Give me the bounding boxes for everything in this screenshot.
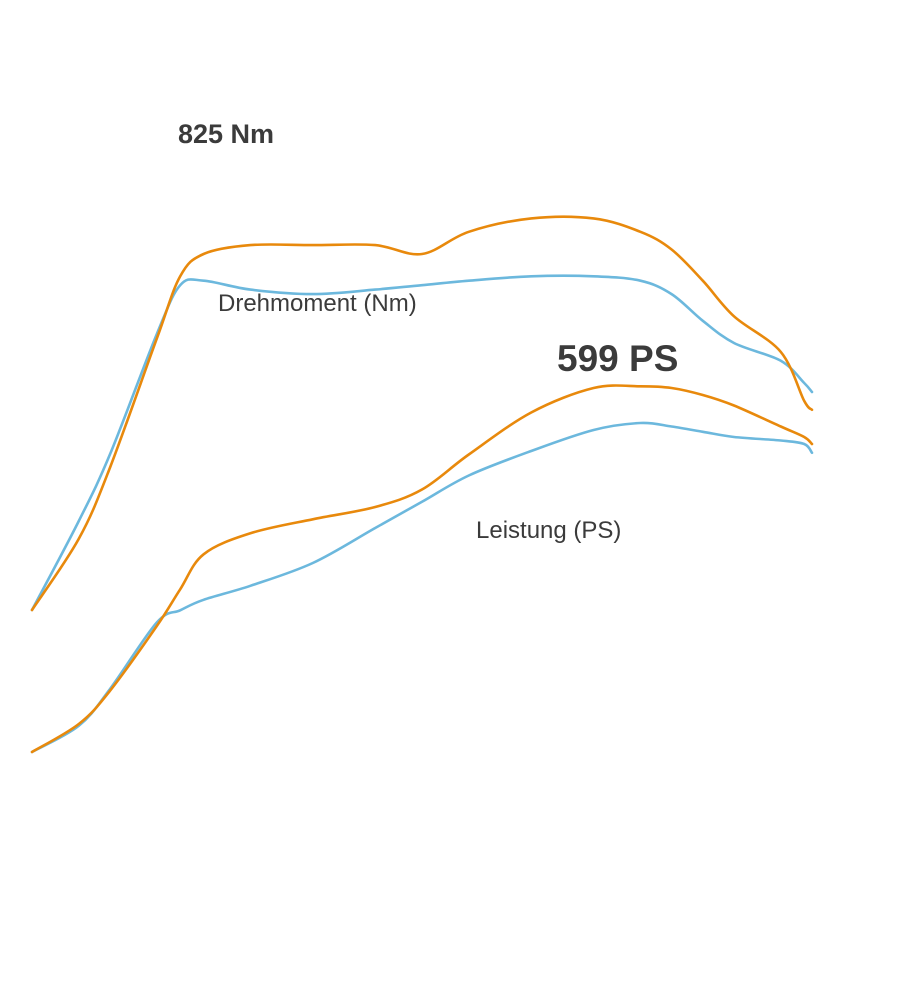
power-peak-label: 599 PS <box>557 338 678 379</box>
torque-stock-curve <box>30 274 814 612</box>
torque-peak-label: 825 Nm <box>178 119 274 149</box>
power-stock-curve <box>30 421 814 754</box>
curves-layer <box>30 215 814 754</box>
torque-series-label: Drehmoment (Nm) <box>218 290 417 317</box>
power-tuned-curve <box>30 384 814 754</box>
power-series-label: Leistung (PS) <box>476 517 621 544</box>
labels-layer: 825 Nm Drehmoment (Nm) 599 PS Leistung (… <box>178 119 678 544</box>
torque-tuned-curve <box>30 215 814 612</box>
